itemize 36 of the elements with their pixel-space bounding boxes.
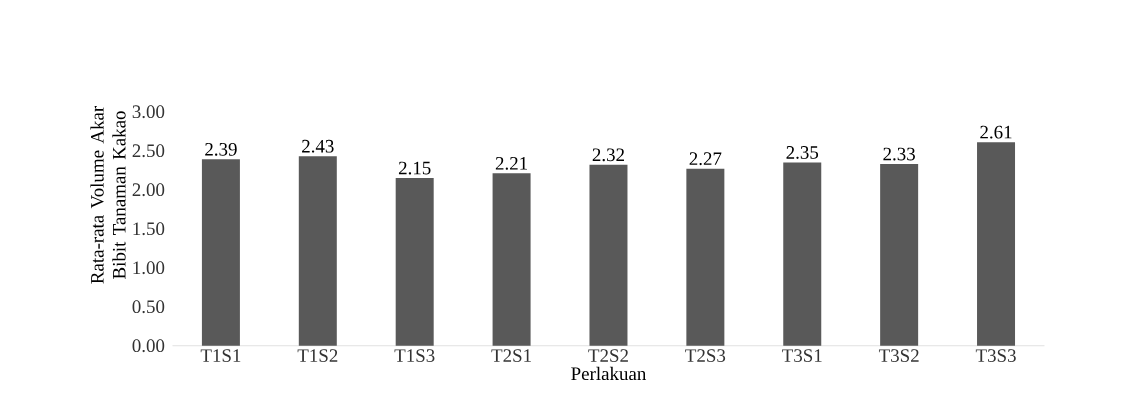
y-tick-label: 0.00 [132, 339, 165, 353]
data-label: 2.15 [398, 161, 431, 175]
data-label: 2.39 [205, 142, 237, 156]
bar [783, 162, 822, 346]
x-tick-label: T2S3 [685, 349, 726, 362]
y-tick-label: 2.00 [132, 183, 165, 197]
x-tick-label: T3S1 [782, 349, 822, 362]
y-axis-title: Rata-rata Volume Akar Bibit Tanaman Kakao [90, 105, 126, 284]
x-tick-label: T3S2 [878, 349, 919, 362]
data-label: 2.43 [302, 139, 334, 153]
x-tick-label: T1S2 [297, 349, 338, 362]
data-label: 2.32 [592, 148, 624, 162]
data-label: 2.33 [883, 147, 915, 161]
bar [880, 163, 919, 346]
bar [492, 173, 531, 346]
bar [298, 156, 337, 346]
y-tick-label: 1.00 [133, 261, 165, 275]
x-axis-title: Perlakuan [571, 366, 647, 381]
bar [686, 168, 725, 346]
x-tick-label: T2S1 [491, 349, 531, 362]
bar [395, 178, 434, 346]
data-label: 2.61 [980, 125, 1012, 139]
x-tick-label: T1S3 [394, 349, 435, 362]
y-tick-label: 1.50 [133, 222, 165, 236]
data-label: 2.27 [689, 152, 722, 166]
bar [201, 159, 240, 346]
x-tick-label: T1S1 [200, 349, 241, 362]
data-label: 2.21 [495, 157, 528, 170]
y-tick-label: 3.00 [132, 105, 165, 119]
bar [977, 142, 1016, 346]
x-tick-label: T2S2 [588, 349, 628, 362]
bar [589, 164, 628, 346]
data-label: 2.35 [786, 146, 819, 159]
x-tick-label: T3S3 [975, 349, 1016, 362]
y-tick-label: 2.50 [132, 144, 165, 158]
y-tick-label: 0.50 [132, 300, 165, 314]
